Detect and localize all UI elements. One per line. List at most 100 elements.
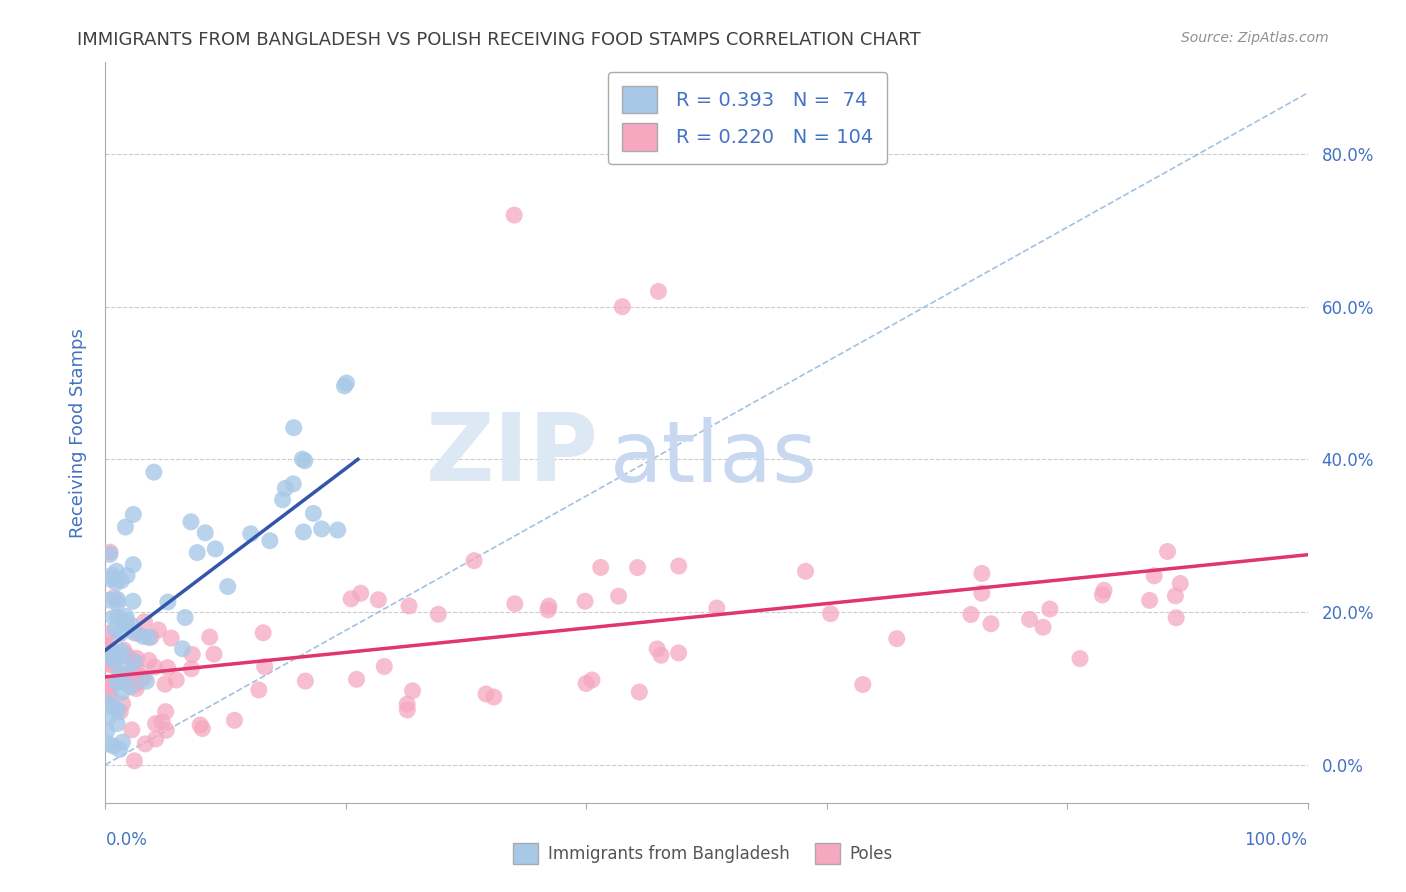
Point	[125, 651, 148, 665]
Point	[292, 524, 315, 539]
Point	[101, 651, 124, 665]
Point	[111, 685, 134, 699]
Point	[645, 642, 668, 657]
Point	[1156, 544, 1178, 558]
Point	[852, 677, 875, 691]
Point	[503, 597, 526, 611]
Point	[294, 674, 316, 689]
Point	[970, 566, 993, 581]
Point	[134, 615, 156, 629]
Point	[108, 742, 131, 756]
Point	[647, 285, 669, 299]
Point	[503, 208, 526, 222]
Point	[1039, 602, 1062, 616]
Point	[103, 739, 125, 753]
Point	[247, 682, 270, 697]
Point	[155, 723, 177, 738]
Point	[124, 655, 146, 669]
Point	[115, 663, 138, 677]
Point	[142, 465, 165, 479]
Point	[103, 610, 125, 624]
Point	[970, 586, 993, 600]
Point	[114, 520, 136, 534]
Point	[396, 703, 419, 717]
Point	[104, 623, 127, 637]
Point	[668, 646, 690, 660]
Point	[107, 703, 129, 717]
Point	[125, 626, 148, 640]
Text: IMMIGRANTS FROM BANGLADESH VS POLISH RECEIVING FOOD STAMPS CORRELATION CHART: IMMIGRANTS FROM BANGLADESH VS POLISH REC…	[77, 31, 921, 49]
Point	[150, 714, 173, 729]
Point	[180, 515, 202, 529]
Point	[574, 594, 596, 608]
Point	[98, 657, 121, 672]
Text: 0.0%: 0.0%	[105, 831, 148, 849]
Point	[105, 675, 128, 690]
Point	[103, 701, 125, 715]
Point	[333, 379, 356, 393]
Point	[124, 655, 146, 669]
Point	[475, 687, 498, 701]
Point	[283, 476, 305, 491]
Point	[138, 653, 160, 667]
Point	[97, 676, 120, 690]
Point	[1069, 651, 1091, 665]
Point	[115, 615, 138, 630]
Point	[97, 638, 120, 652]
Point	[427, 607, 450, 622]
Point	[706, 601, 728, 615]
Text: 100.0%: 100.0%	[1244, 831, 1308, 849]
Point	[180, 662, 202, 676]
Point	[100, 688, 122, 702]
Point	[204, 541, 226, 556]
Point	[259, 533, 281, 548]
Point	[224, 713, 246, 727]
Point	[117, 666, 139, 681]
Point	[115, 609, 138, 624]
Point	[114, 676, 136, 690]
Point	[108, 648, 131, 663]
Point	[482, 690, 505, 704]
Point	[120, 680, 142, 694]
Point	[239, 526, 262, 541]
Legend: Immigrants from Bangladesh, Poles: Immigrants from Bangladesh, Poles	[506, 837, 900, 871]
Point	[612, 300, 634, 314]
Point	[794, 565, 817, 579]
Point	[960, 607, 983, 622]
Text: ZIP: ZIP	[426, 409, 599, 500]
Point	[217, 580, 239, 594]
Point	[160, 631, 183, 645]
Point	[139, 630, 162, 644]
Point	[350, 586, 373, 600]
Point	[96, 652, 118, 666]
Point	[97, 684, 120, 698]
Point	[122, 558, 145, 572]
Point	[103, 591, 125, 605]
Point	[135, 674, 157, 689]
Point	[1091, 588, 1114, 602]
Point	[186, 546, 208, 560]
Point	[96, 639, 118, 653]
Point	[1166, 611, 1188, 625]
Point	[111, 644, 134, 658]
Point	[145, 716, 167, 731]
Point	[607, 589, 630, 603]
Point	[537, 603, 560, 617]
Point	[202, 647, 225, 661]
Point	[107, 675, 129, 690]
Point	[1143, 569, 1166, 583]
Point	[111, 735, 134, 749]
Point	[886, 632, 908, 646]
Point	[117, 649, 139, 664]
Point	[628, 685, 651, 699]
Point	[145, 731, 167, 746]
Point	[153, 677, 176, 691]
Point	[155, 705, 177, 719]
Point	[188, 718, 211, 732]
Point	[100, 699, 122, 714]
Point	[174, 610, 197, 624]
Point	[115, 568, 138, 582]
Point	[191, 722, 214, 736]
Point	[1092, 583, 1115, 598]
Legend: R = 0.393   N =  74, R = 0.220   N = 104: R = 0.393 N = 74, R = 0.220 N = 104	[607, 72, 887, 164]
